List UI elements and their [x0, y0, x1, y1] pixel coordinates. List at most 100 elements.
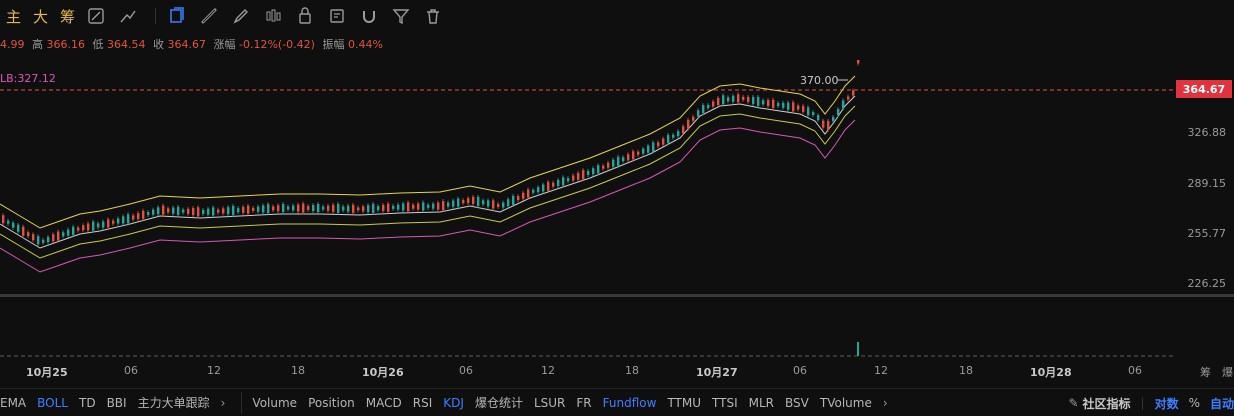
low-label: 低	[92, 38, 104, 51]
indicator-ema[interactable]: EMA	[0, 395, 27, 410]
candle	[647, 145, 650, 153]
percent-scale-toggle[interactable]: %	[1188, 396, 1200, 410]
lock-icon[interactable]	[296, 7, 314, 25]
price-chart[interactable]: 370.00	[0, 60, 1175, 300]
candle	[847, 96, 850, 100]
candle	[322, 206, 325, 210]
candlestick-tool-icon[interactable]	[264, 7, 282, 25]
candle	[202, 209, 205, 214]
tab-chips[interactable]: 筹	[60, 7, 76, 26]
candle	[522, 192, 525, 199]
candlestick-plot[interactable]: 370.00	[0, 60, 1175, 300]
candle	[337, 203, 340, 213]
candle	[217, 209, 220, 213]
indicator-lsur[interactable]: LSUR	[533, 395, 566, 410]
split-panel-icon[interactable]	[87, 7, 105, 25]
edit-icon[interactable]: ✎	[1068, 396, 1079, 410]
candle	[152, 209, 155, 215]
candle	[622, 157, 625, 162]
indicator-liquidation[interactable]: 爆仓统计	[474, 396, 523, 410]
sub-indicator-pane[interactable]	[0, 300, 1175, 360]
candle	[17, 224, 20, 232]
indicator-bbi[interactable]: BBI	[106, 395, 127, 410]
candle	[752, 96, 755, 104]
axis-side-label[interactable]: 筹	[1200, 366, 1211, 379]
indicator-tvolume[interactable]: TVolume	[819, 395, 872, 410]
candle	[787, 102, 790, 110]
candle	[267, 204, 270, 214]
pane-divider[interactable]	[0, 294, 1234, 297]
note-icon[interactable]	[328, 7, 346, 25]
candle	[2, 215, 5, 224]
filter-icon[interactable]	[392, 7, 410, 25]
candle	[572, 175, 575, 181]
indicator-ttsi[interactable]: TTSI	[712, 395, 738, 410]
axis-side-label[interactable]: 爆	[1222, 366, 1233, 379]
candle	[807, 107, 810, 116]
boll-upper-line	[0, 75, 856, 229]
price-axis[interactable]: 326.88 289.15 255.77 226.25	[1178, 60, 1234, 300]
indicator-macd[interactable]: MACD	[365, 395, 402, 410]
candle	[687, 119, 690, 129]
candle	[817, 115, 820, 121]
candle	[107, 219, 110, 228]
chevron-right-icon[interactable]: ›	[220, 395, 226, 410]
candle	[722, 95, 725, 105]
candle	[252, 207, 255, 211]
candle	[437, 202, 440, 210]
candle	[32, 234, 35, 241]
candle	[782, 102, 785, 108]
candle	[37, 236, 40, 245]
candle	[472, 196, 475, 204]
community-indicators-button[interactable]: 社区指标	[1082, 396, 1131, 411]
indicator-kdj[interactable]: KDJ	[443, 395, 464, 410]
candle	[517, 196, 520, 201]
log-scale-toggle[interactable]: 对数	[1154, 396, 1179, 411]
magnet-icon[interactable]	[360, 7, 378, 25]
indicator-fr[interactable]: FR	[576, 395, 592, 410]
candle	[412, 204, 415, 209]
candle	[227, 207, 230, 215]
candle	[117, 218, 120, 224]
ray-tool-icon[interactable]	[200, 7, 218, 25]
candle	[482, 200, 485, 205]
trash-icon[interactable]	[424, 7, 442, 25]
indicator-volume[interactable]: Volume	[252, 395, 298, 410]
candle	[362, 206, 365, 212]
indicator-mlr[interactable]: MLR	[748, 395, 775, 410]
candle	[842, 100, 845, 109]
boll-lower-line	[0, 119, 856, 273]
cursor-icon[interactable]	[168, 7, 186, 25]
candle	[767, 100, 770, 107]
volume-bar	[857, 342, 859, 356]
candle	[812, 112, 815, 116]
candle	[177, 206, 180, 215]
candle	[422, 202, 425, 211]
candle	[182, 209, 185, 213]
indicator-position[interactable]: Position	[308, 395, 355, 410]
candle	[527, 189, 530, 198]
candle	[602, 165, 605, 169]
candle	[372, 203, 375, 213]
x-tick: 06	[1128, 364, 1142, 377]
brush-icon[interactable]	[232, 7, 250, 25]
indicator-fundflow[interactable]: Fundflow	[602, 395, 657, 410]
indicator-ttmu[interactable]: TTMU	[667, 395, 702, 410]
candle	[287, 206, 290, 210]
candle	[387, 203, 390, 212]
tab-main[interactable]: 主	[6, 7, 22, 26]
candle	[452, 200, 455, 207]
candle	[407, 202, 410, 212]
candle	[532, 189, 535, 193]
indicator-bsv[interactable]: BSV	[785, 395, 809, 410]
candle	[167, 208, 170, 213]
indicator-boll[interactable]: BOLL	[37, 395, 68, 410]
trend-line-tool-icon[interactable]	[119, 7, 137, 25]
tab-large-orders[interactable]: 大	[33, 7, 49, 26]
chevron-right-icon[interactable]: ›	[882, 395, 888, 410]
indicator-main-force[interactable]: 主力大单跟踪	[137, 396, 210, 410]
indicator-td[interactable]: TD	[79, 395, 96, 410]
indicator-rsi[interactable]: RSI	[412, 395, 433, 410]
time-axis[interactable]: 10月25 06 12 18 10月26 06 12 18 10月27 06 12 18 10月28 06…	[0, 362, 1234, 382]
auto-scale-toggle[interactable]: 自动	[1209, 396, 1234, 411]
